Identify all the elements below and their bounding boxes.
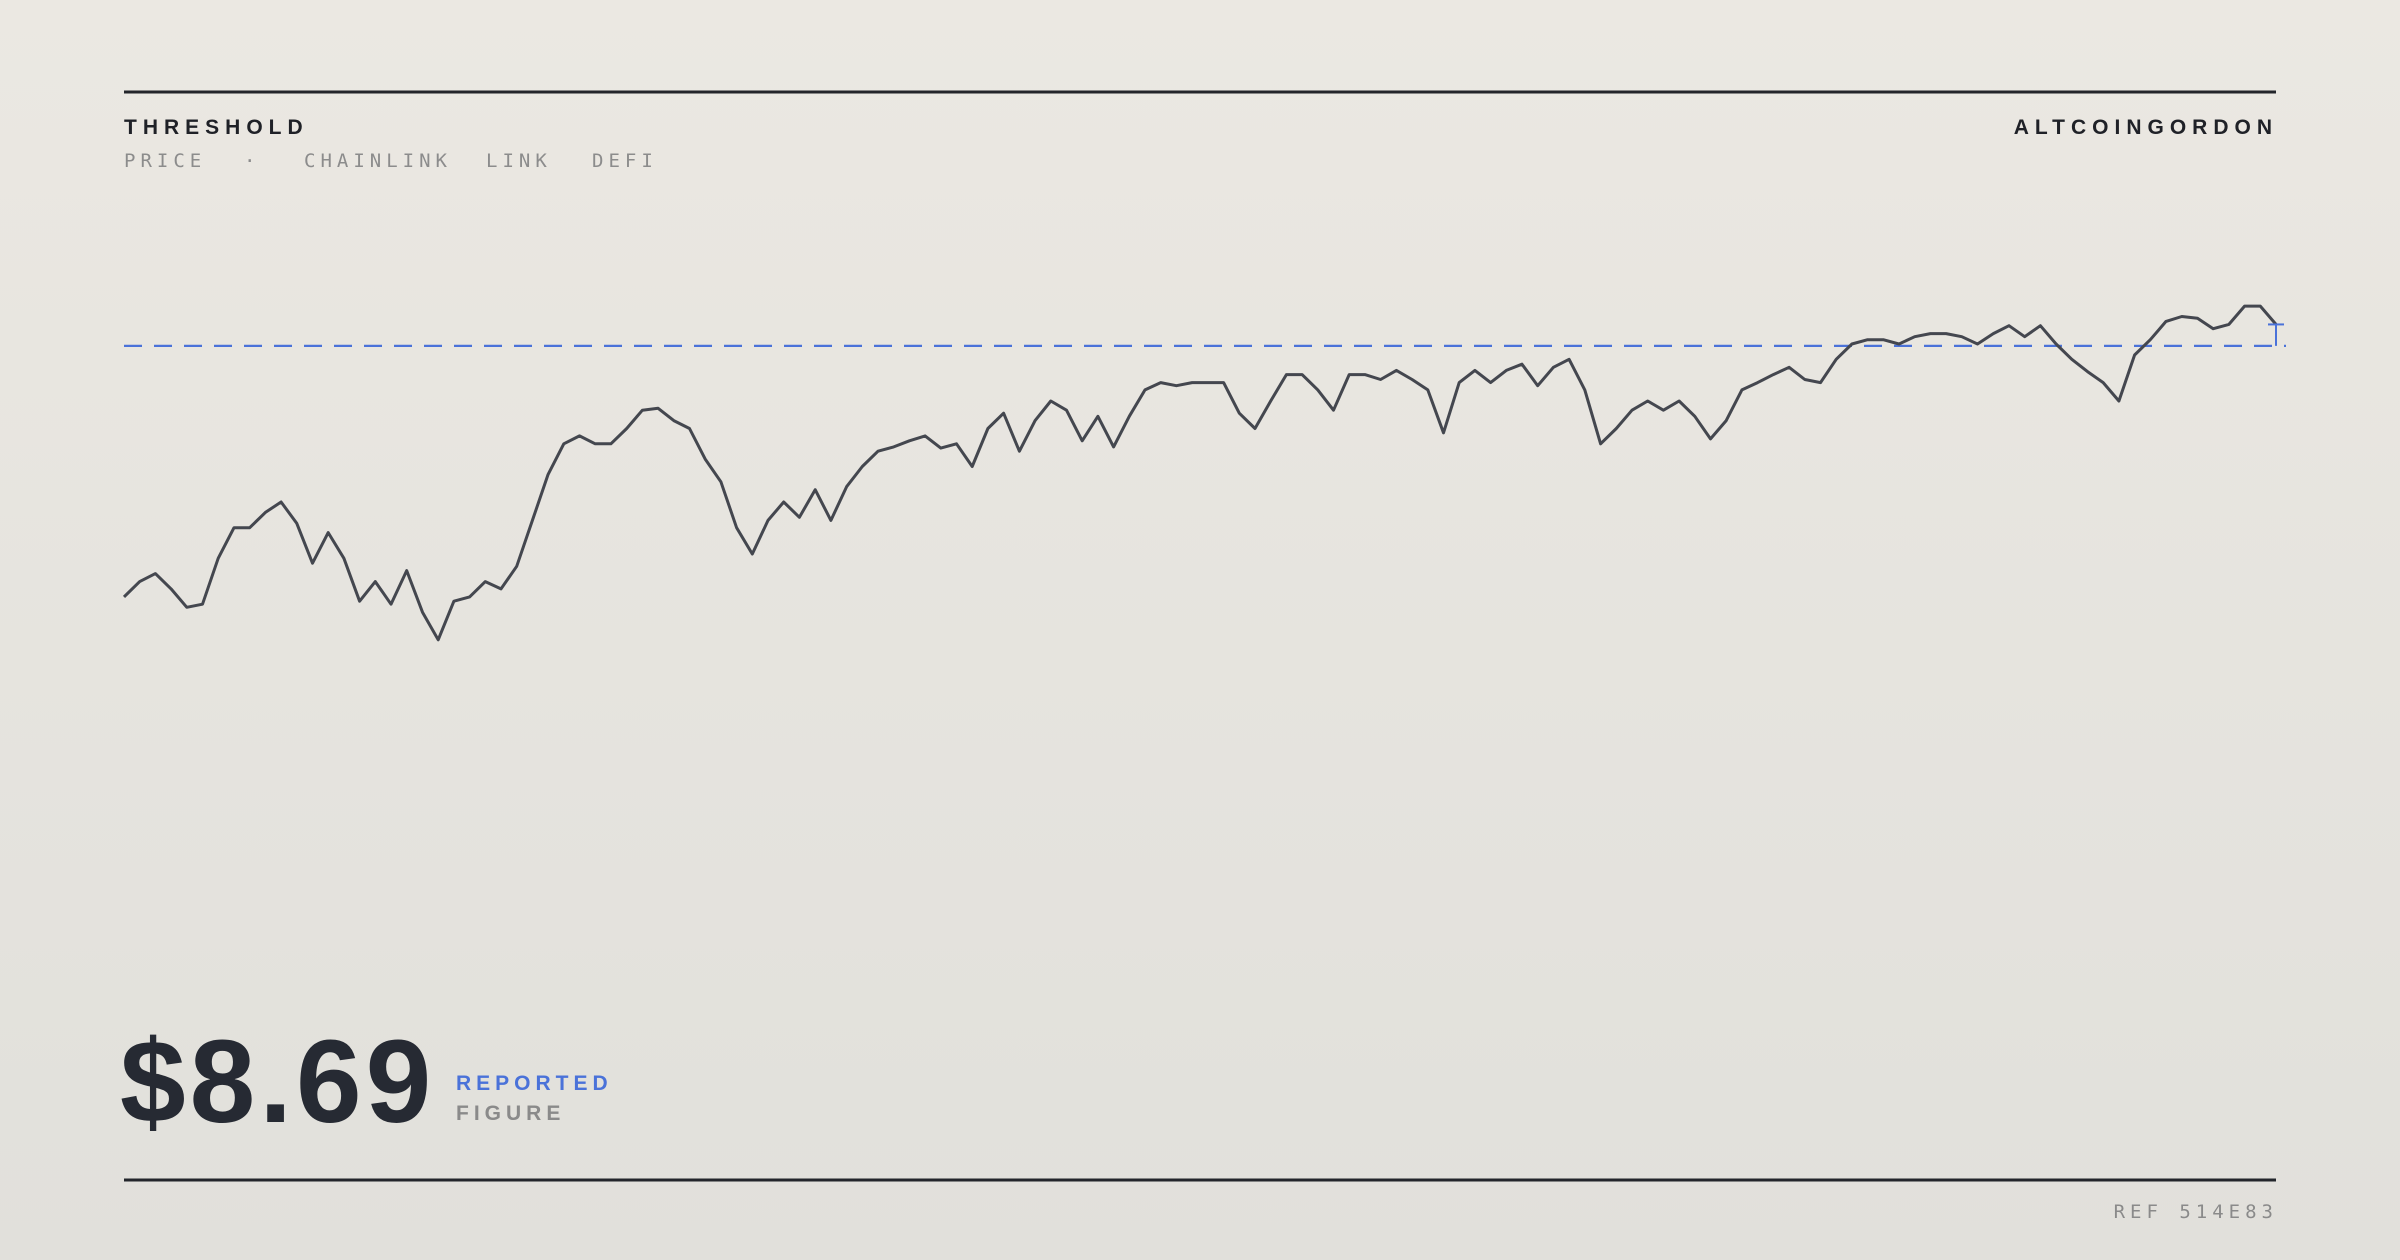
subtitle-tag: PRICE bbox=[124, 150, 206, 172]
plot bbox=[122, 304, 2286, 642]
subtitle-tag: LINK bbox=[486, 150, 552, 172]
source: ALTCOINGORDON bbox=[2014, 116, 2278, 139]
headline-caption: FIGURE bbox=[456, 1102, 565, 1125]
headline-value: $8.69 bbox=[120, 1016, 435, 1148]
subtitle-tag: · bbox=[244, 150, 260, 172]
reference: REF 514E83 bbox=[2114, 1201, 2278, 1223]
headline-caption: REPORTED bbox=[456, 1072, 613, 1095]
subtitle-tag: CHAINLINK bbox=[304, 150, 452, 172]
chart-title: THRESHOLD bbox=[124, 116, 309, 139]
price-line bbox=[122, 304, 2278, 642]
subtitle: PRICE · CHAINLINK LINK DEFI bbox=[124, 150, 658, 172]
subtitle-tag: DEFI bbox=[592, 150, 658, 172]
